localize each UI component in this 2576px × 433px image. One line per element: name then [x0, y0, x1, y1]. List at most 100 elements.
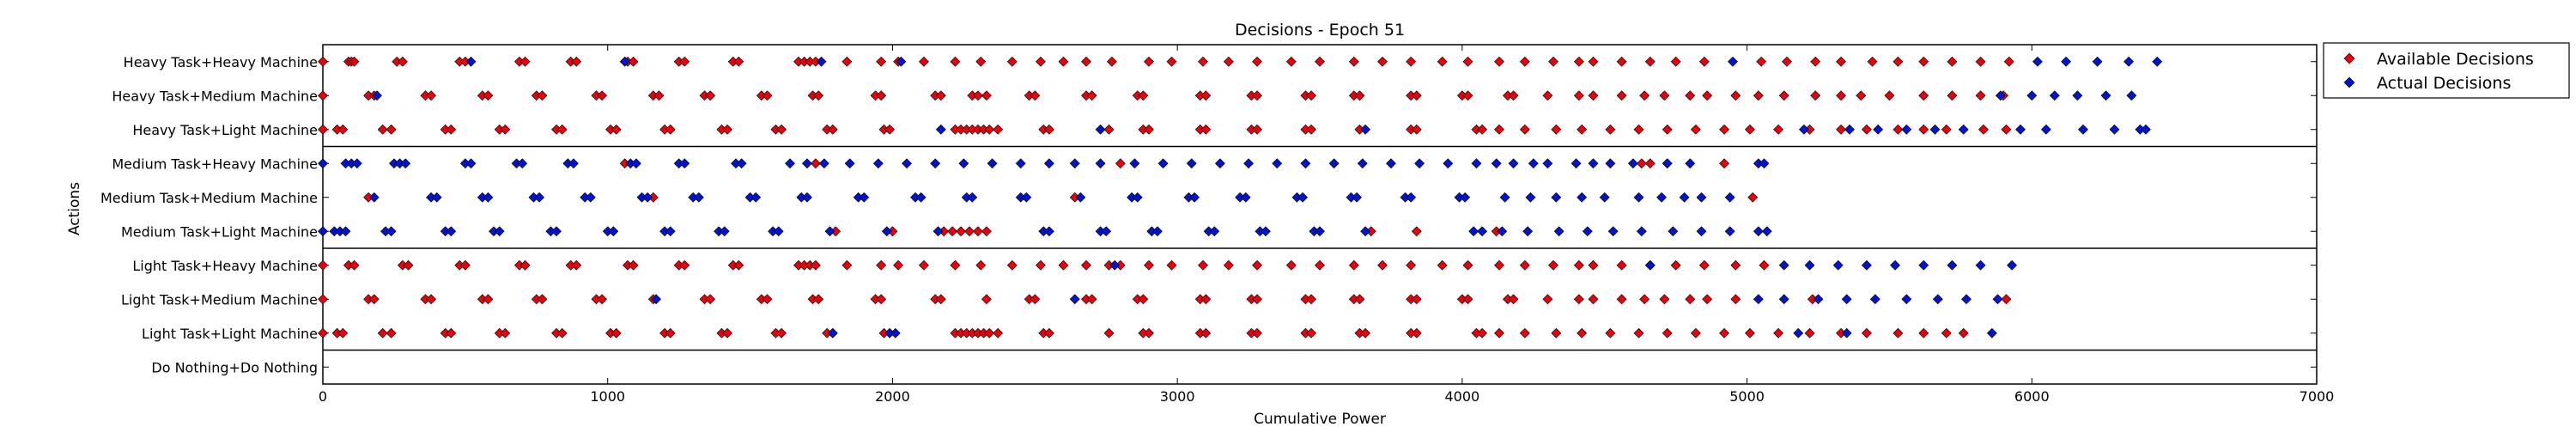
data-point	[1144, 327, 1154, 338]
data-point	[935, 124, 946, 135]
data-point	[1103, 124, 1115, 135]
data-point	[1200, 90, 1212, 101]
data-point	[1744, 124, 1755, 135]
data-point	[556, 327, 568, 338]
data-point	[465, 158, 477, 169]
data-point	[1348, 56, 1359, 67]
data-point	[975, 259, 987, 271]
data-point	[519, 56, 531, 67]
data-point	[519, 259, 531, 271]
data-point	[2078, 124, 2088, 135]
data-point	[500, 327, 511, 338]
data-point	[318, 226, 328, 237]
data-point	[1778, 90, 1789, 101]
data-point	[368, 294, 380, 305]
data-point	[1223, 56, 1234, 67]
data-point	[1414, 158, 1425, 169]
data-point	[1030, 294, 1041, 305]
data-point	[318, 294, 328, 305]
data-point	[571, 259, 582, 271]
data-point	[1069, 294, 1080, 305]
data-point	[1166, 56, 1177, 67]
data-point	[1778, 259, 1789, 271]
data-point	[1577, 327, 1588, 338]
data-point	[1690, 327, 1701, 338]
data-point	[1494, 56, 1504, 67]
data-point	[1494, 327, 1504, 338]
data-point	[705, 294, 716, 305]
data-point	[1462, 294, 1473, 305]
data-point	[1103, 327, 1115, 338]
data-point	[1869, 294, 1880, 305]
y-tick-label: Heavy Task+Light Machine	[132, 122, 318, 138]
data-point	[1491, 158, 1502, 169]
data-point	[318, 158, 328, 169]
data-point	[1719, 124, 1729, 135]
data-point	[1616, 90, 1627, 101]
data-point	[1157, 158, 1169, 169]
data-point	[1901, 124, 1912, 135]
data-point	[973, 226, 983, 237]
data-point	[1782, 56, 1792, 67]
data-point	[1115, 158, 1126, 169]
data-point	[1793, 327, 1804, 338]
data-point	[1856, 90, 1867, 101]
data-point	[1462, 259, 1473, 271]
data-point	[1773, 327, 1783, 338]
data-point	[1129, 158, 1140, 169]
data-point	[386, 327, 397, 338]
data-point	[818, 158, 829, 169]
data-point	[459, 259, 471, 271]
data-point	[2032, 56, 2043, 67]
data-point	[816, 56, 827, 67]
data-point	[446, 124, 457, 135]
data-point	[975, 56, 987, 67]
data-point	[1214, 158, 1225, 169]
data-point	[1200, 327, 1212, 338]
data-point	[1006, 56, 1018, 67]
data-point	[1810, 56, 1821, 67]
data-point	[1252, 327, 1262, 338]
data-point	[1975, 56, 1986, 67]
data-point	[1836, 90, 1846, 101]
data-point	[1548, 56, 1558, 67]
data-point	[1272, 158, 1283, 169]
y-tick-label: Light Task+Heavy Machine	[132, 258, 318, 274]
data-point	[1662, 158, 1673, 169]
y-tick-label: Medium Task+Heavy Machine	[112, 156, 318, 172]
data-point	[337, 124, 349, 135]
data-point	[1670, 259, 1681, 271]
data-point	[1200, 294, 1212, 305]
data-point	[918, 56, 929, 67]
data-point	[1668, 226, 1679, 237]
data-point	[1471, 158, 1482, 169]
data-point	[1844, 124, 1855, 135]
data-point	[426, 90, 436, 101]
data-point	[981, 226, 992, 237]
legend-label: Actual Decisions	[2377, 74, 2511, 93]
data-point	[813, 90, 824, 101]
data-point	[537, 294, 548, 305]
data-point	[893, 259, 903, 271]
data-point	[1841, 294, 1852, 305]
data-point	[494, 226, 505, 237]
x-tick-label: 0	[319, 388, 327, 405]
data-point	[1306, 90, 1316, 101]
data-point	[1460, 192, 1471, 203]
data-point	[679, 158, 690, 169]
data-point	[318, 56, 328, 67]
data-point	[1360, 226, 1370, 237]
data-point	[1328, 158, 1340, 169]
data-point	[1986, 327, 1997, 338]
data-point	[1519, 327, 1530, 338]
data-point	[2092, 56, 2103, 67]
x-tick-label: 3000	[1160, 388, 1195, 405]
data-point	[1462, 56, 1473, 67]
data-point	[1616, 294, 1627, 305]
data-point	[349, 259, 360, 271]
data-point	[1021, 192, 1032, 203]
data-point	[1086, 294, 1097, 305]
data-point	[1411, 90, 1422, 101]
data-point	[1542, 90, 1553, 101]
data-point	[1730, 259, 1741, 271]
